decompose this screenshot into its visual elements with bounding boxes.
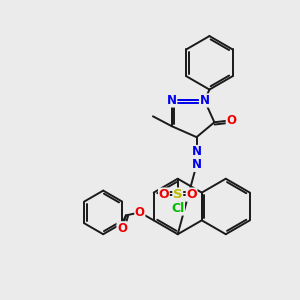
Text: O: O (117, 222, 127, 235)
Text: Cl: Cl (171, 202, 184, 215)
Text: O: O (226, 114, 236, 127)
Text: N: N (200, 94, 209, 107)
Text: N: N (192, 158, 202, 171)
Text: N: N (192, 146, 202, 158)
Text: S: S (173, 188, 183, 201)
Text: O: O (159, 188, 169, 201)
Text: O: O (186, 188, 197, 201)
Text: O: O (135, 206, 145, 219)
Text: N: N (167, 94, 177, 107)
